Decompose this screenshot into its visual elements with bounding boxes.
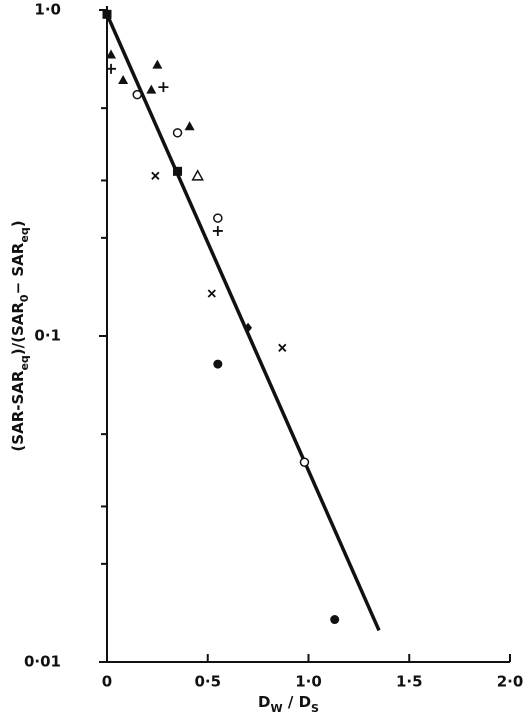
x-tick-label: 1·5	[396, 673, 423, 691]
y-axis-label-part: )/(SAR	[9, 302, 27, 356]
point	[330, 615, 340, 625]
point	[173, 166, 183, 176]
point	[146, 84, 157, 94]
point	[278, 343, 287, 352]
x-axis-label-part: D	[258, 693, 270, 711]
x-tick-label: 1·0	[295, 673, 322, 691]
y-tick-label: 0·01	[24, 653, 61, 671]
point	[244, 322, 253, 333]
y-axis-label-part: − SAR	[9, 242, 27, 294]
point	[151, 171, 160, 180]
point	[132, 89, 142, 100]
y-axis-label: (SAR-SAReq)/(SAR0− SAReq)	[9, 220, 31, 451]
x-axis-label: DW / DS	[258, 693, 319, 715]
fit-line	[105, 13, 381, 632]
point	[172, 128, 183, 138]
x-axis-label-part: / D	[283, 693, 311, 711]
x-tick-label: 0·5	[194, 673, 221, 691]
y-axis-label-part: 0	[18, 294, 31, 302]
point	[158, 82, 169, 93]
point	[191, 169, 204, 181]
point	[106, 49, 117, 59]
y-tick-label: 0·1	[34, 327, 61, 345]
point	[212, 225, 223, 236]
x-tick-label: 0	[102, 673, 112, 691]
point	[213, 213, 223, 223]
point	[102, 9, 112, 19]
y-axis-label-part: (SAR-SAR	[9, 370, 27, 451]
point	[106, 63, 117, 74]
point	[213, 359, 223, 369]
x-tick-label: 2·0	[497, 673, 524, 691]
point	[207, 289, 216, 298]
y-axis-label-part: eq	[18, 227, 31, 242]
point	[184, 121, 195, 131]
y-tick-label: 1·0	[34, 1, 61, 19]
x-axis-label-part: S	[311, 702, 319, 715]
y-axis-label-part: eq	[18, 355, 31, 370]
point	[299, 457, 310, 467]
point	[152, 59, 163, 69]
y-axis-label-part: )	[9, 220, 27, 227]
point	[118, 74, 129, 84]
x-axis-label-part: W	[271, 702, 283, 715]
